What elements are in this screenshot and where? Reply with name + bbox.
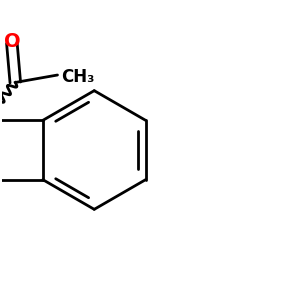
Text: O: O [4,32,20,51]
Text: CH₃: CH₃ [61,68,95,86]
